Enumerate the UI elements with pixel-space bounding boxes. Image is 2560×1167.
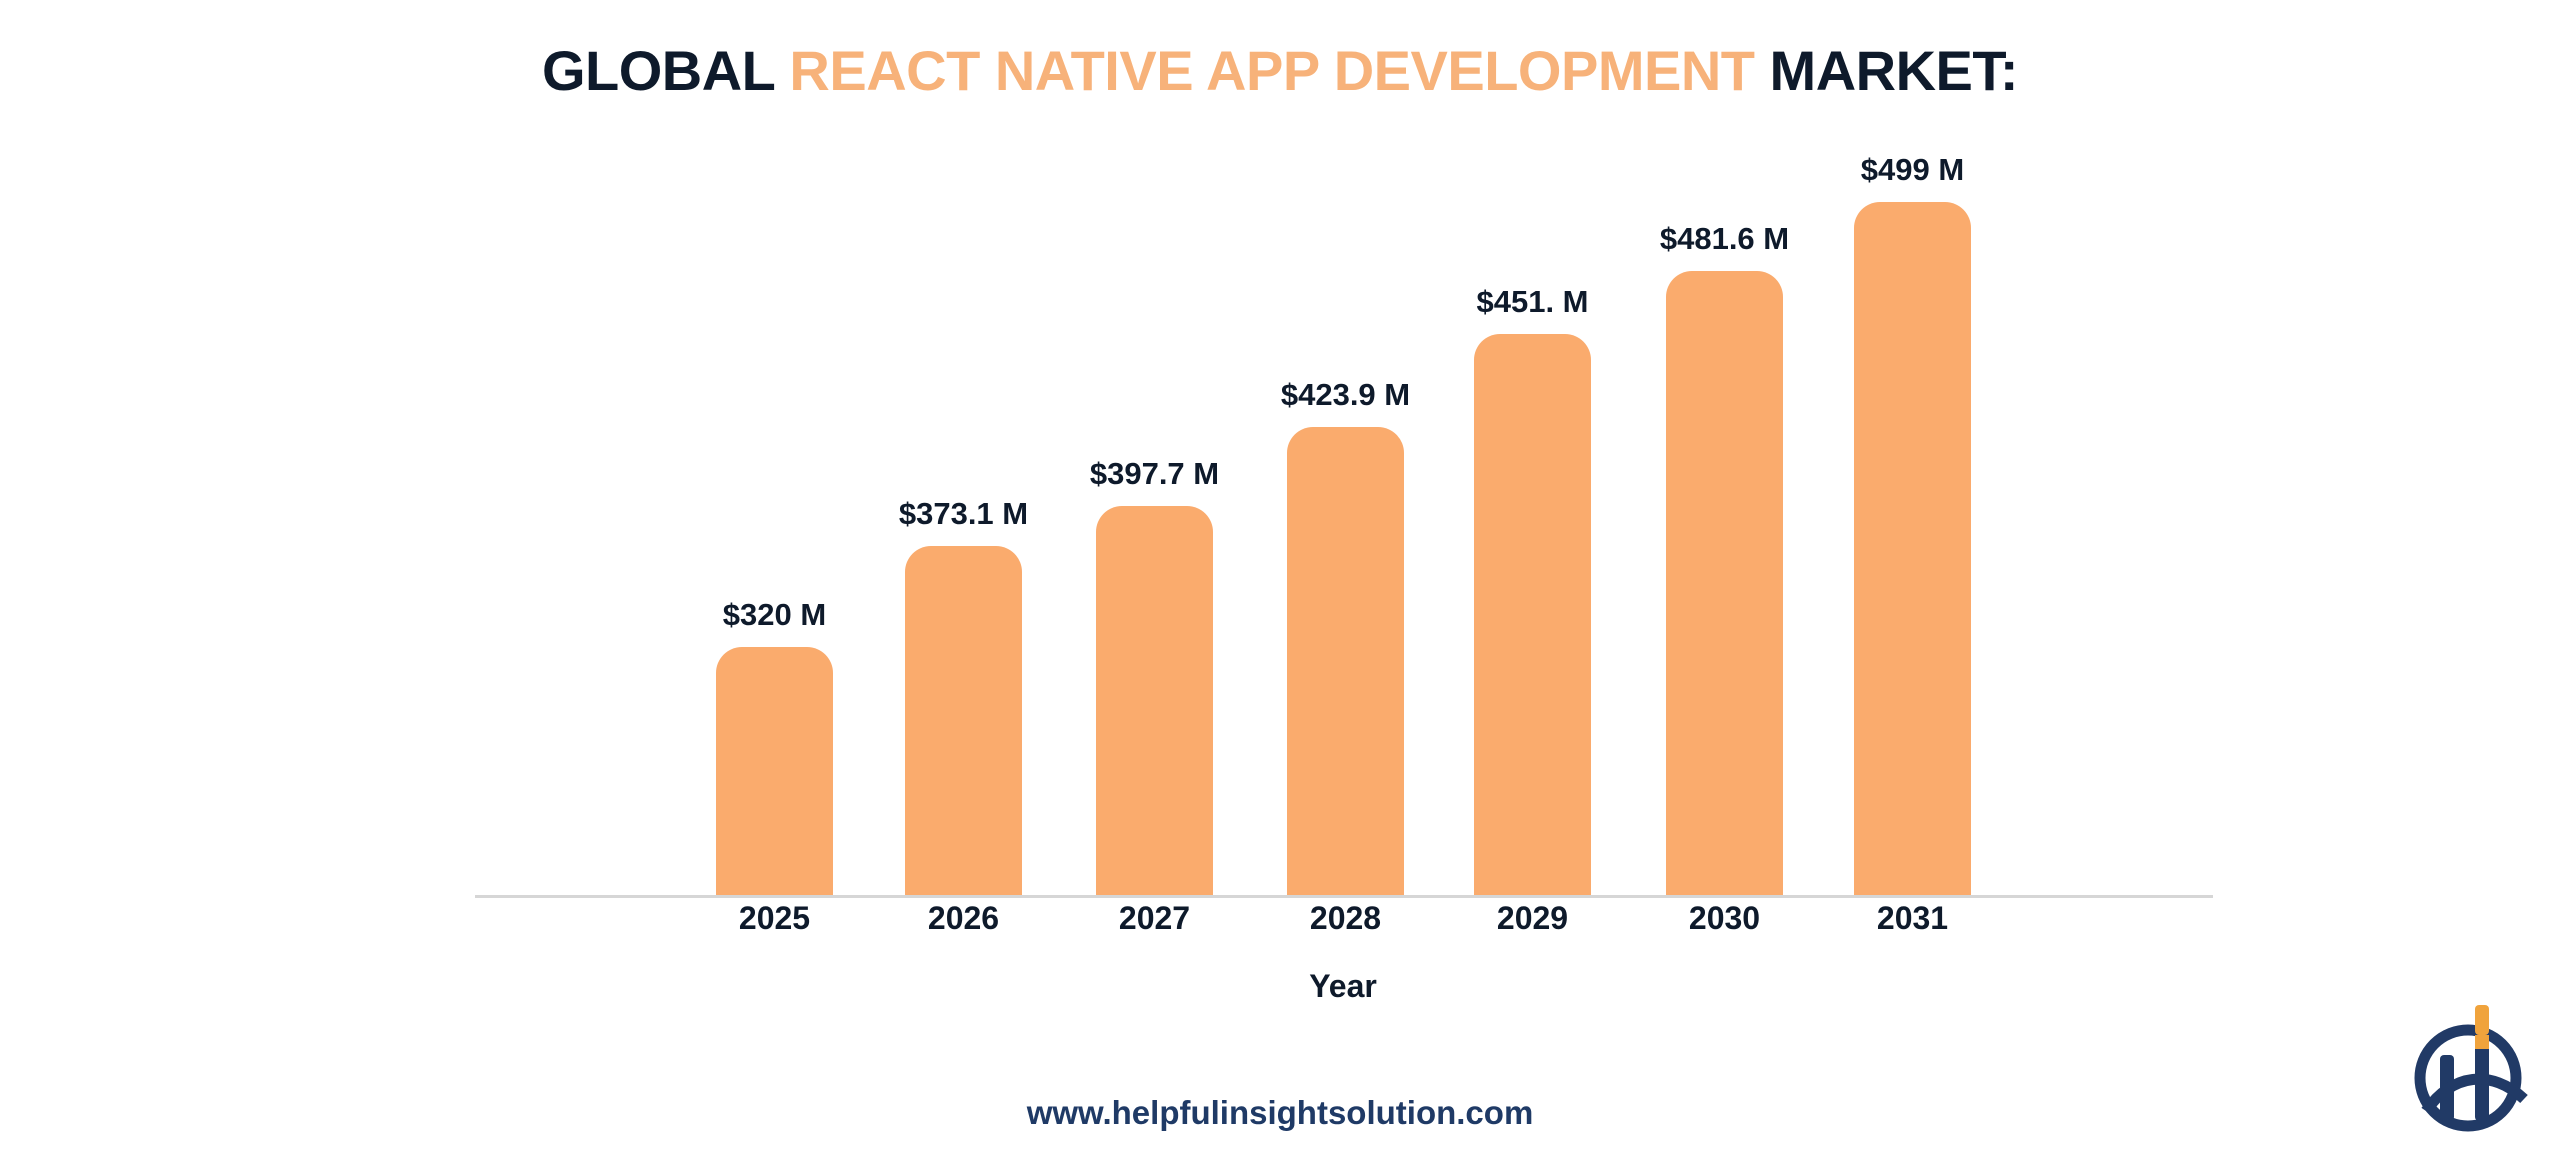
bar-2030 [1666,271,1783,896]
title-part-highlight: REACT NATIVE APP DEVELOPMENT [789,39,1755,102]
x-tick-2025: 2025 [738,900,811,936]
website-url[interactable]: www.helpfulinsightsolution.com [1026,1094,1534,1131]
x-tick-2029: 2029 [1496,900,1569,936]
data-label-2028: $423.9 M [1280,377,1411,412]
x-tick-2026: 2026 [927,900,1000,936]
x-tick-2031: 2031 [1876,900,1949,936]
bar-2025 [716,647,833,896]
bar-2031 [1854,202,1971,896]
title-part-market: MARKET: [1754,39,2019,102]
x-tick-2030: 2030 [1688,900,1761,936]
data-label-2029: $451. M [1476,284,1589,319]
bar-2027 [1096,506,1213,896]
data-label-2027: $397.7 M [1089,456,1220,491]
x-axis-label: Year [1309,968,1377,1004]
data-label-2031: $499 M [1860,152,1965,187]
data-label-2025: $320 M [722,597,827,632]
chart-title: GLOBAL REACT NATIVE APP DEVELOPMENT MARK… [0,38,2560,103]
x-tick-2028: 2028 [1309,900,1382,936]
title-part-global: GLOBAL [541,39,790,102]
x-axis-line [475,895,2213,898]
helpful-insight-logo-icon [2414,1005,2528,1132]
x-tick-2027: 2027 [1118,900,1191,936]
data-label-2026: $373.1 M [898,496,1029,531]
bar-2028 [1287,427,1404,896]
data-label-2030: $481.6 M [1659,221,1790,256]
bar-2029 [1474,334,1591,896]
bar-2026 [905,546,1022,896]
